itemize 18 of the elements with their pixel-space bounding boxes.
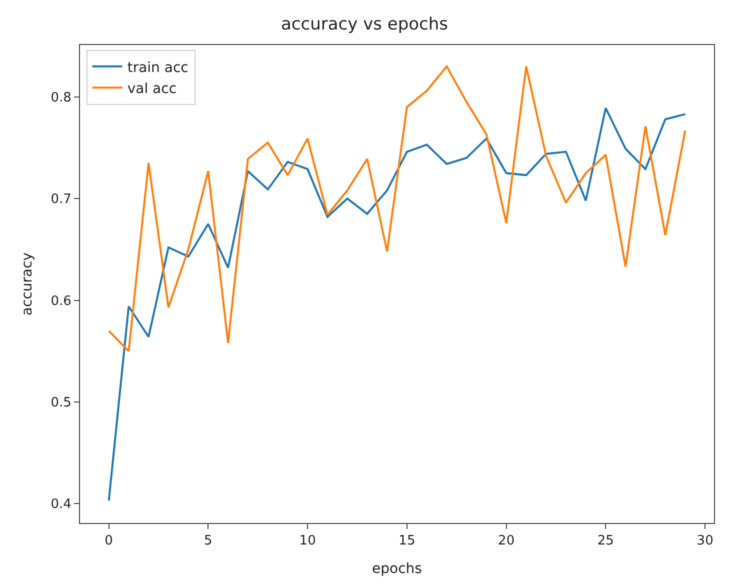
x-tick-label: 15 (398, 534, 416, 549)
x-tick-label: 5 (204, 534, 212, 549)
legend-label: val acc (127, 81, 177, 98)
chart-title: accuracy vs epochs (280, 14, 448, 35)
y-tick-label: 0.4 (50, 497, 72, 512)
y-tick-label: 0.5 (50, 396, 72, 411)
x-tick-label: 30 (696, 534, 714, 549)
x-tick-label: 20 (498, 534, 515, 549)
y-tick-label: 0.8 (50, 90, 72, 106)
x-tick-label: 10 (299, 534, 316, 549)
y-axis-title: accuracy (19, 252, 36, 316)
x-tick-label: 25 (597, 534, 614, 549)
line-series (108, 107, 686, 502)
legend-label: train acc (127, 60, 188, 76)
x-axis-title: epochs (372, 560, 422, 577)
x-tick-label: 0 (104, 534, 113, 549)
y-tick-label: 0.7 (50, 192, 72, 208)
y-tick-label: 0.6 (50, 294, 72, 309)
